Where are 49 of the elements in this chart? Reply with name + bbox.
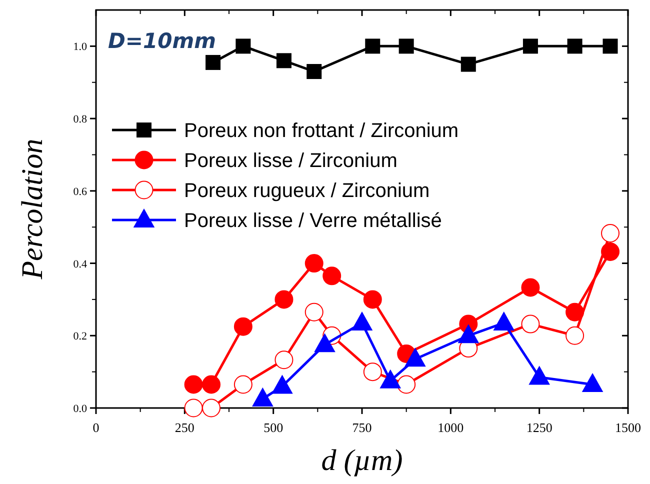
point bbox=[566, 302, 584, 322]
y-tick-label: 0.0 bbox=[73, 403, 88, 415]
x-tick-label: 0 bbox=[92, 420, 100, 435]
y-tick-label: 0.8 bbox=[73, 114, 88, 126]
legend-label: Poreux lisse / Zirconium bbox=[184, 150, 398, 172]
x-tick-label: 1500 bbox=[615, 420, 641, 435]
point bbox=[397, 375, 416, 394]
point bbox=[460, 56, 476, 72]
point bbox=[322, 266, 342, 286]
point bbox=[398, 38, 414, 54]
x-tick-label: 250 bbox=[174, 420, 194, 435]
point bbox=[304, 302, 324, 322]
legend-label: Poreux non frottant / Zirconium bbox=[184, 120, 459, 142]
y-tick-label: 0.2 bbox=[73, 330, 87, 343]
legend-label: Poreux lisse / Verre métallisé bbox=[184, 210, 442, 232]
point bbox=[522, 38, 538, 54]
legend-label: Poreux rugueux / Zirconium bbox=[184, 180, 430, 202]
point bbox=[521, 278, 540, 297]
point bbox=[234, 317, 252, 336]
y-tick-label: 1.0 bbox=[73, 41, 88, 54]
point bbox=[365, 38, 380, 54]
point bbox=[184, 398, 203, 418]
point bbox=[566, 326, 584, 345]
annotation: D=10mm bbox=[108, 29, 216, 53]
point bbox=[274, 290, 294, 309]
point bbox=[234, 375, 252, 394]
point bbox=[601, 224, 620, 242]
x-tick-label: 500 bbox=[264, 420, 284, 435]
point bbox=[202, 375, 221, 394]
point bbox=[567, 38, 582, 54]
y-axis-title: Percolation bbox=[16, 138, 49, 280]
x-tick-label: 1250 bbox=[526, 420, 552, 435]
x-axis-title: d (µm) bbox=[321, 444, 403, 477]
point bbox=[236, 38, 251, 54]
point bbox=[521, 314, 540, 334]
point bbox=[184, 375, 203, 394]
point bbox=[274, 350, 294, 370]
point bbox=[202, 398, 221, 418]
point bbox=[363, 362, 382, 382]
point bbox=[206, 54, 221, 70]
x-tick-label: 750 bbox=[352, 420, 372, 435]
point bbox=[306, 64, 322, 80]
x-tick-label: 1000 bbox=[438, 420, 464, 435]
point bbox=[363, 290, 382, 309]
point bbox=[304, 254, 324, 273]
y-tick-label: 0.4 bbox=[73, 258, 88, 270]
point bbox=[276, 53, 292, 68]
y-tick-label: 0.6 bbox=[73, 186, 88, 198]
point bbox=[602, 38, 618, 54]
